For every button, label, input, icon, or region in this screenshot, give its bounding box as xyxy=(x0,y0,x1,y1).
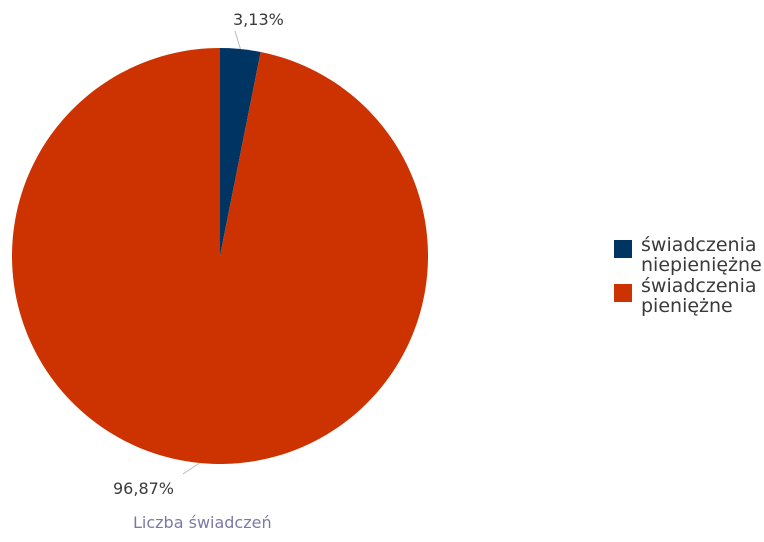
leader-lines xyxy=(182,30,241,475)
legend-label-niepieniezne-line2: niepieniężne xyxy=(641,254,762,276)
legend-swatch-pieniezne xyxy=(614,284,632,302)
leader-line-niepieniezne xyxy=(234,30,241,50)
legend: świadczenia niepieniężne świadczenia pie… xyxy=(614,234,762,317)
legend-label-pieniezne-line1: świadczenia xyxy=(641,275,757,297)
x-axis-label: Liczba świadczeń xyxy=(133,513,272,532)
legend-label-pieniezne-line2: pieniężne xyxy=(641,295,733,317)
legend-item-niepieniezne[interactable]: świadczenia niepieniężne xyxy=(614,234,762,276)
leader-line-pieniezne xyxy=(182,462,200,475)
legend-item-pieniezne[interactable]: świadczenia pieniężne xyxy=(614,275,757,317)
pie-slice-pieniezne[interactable] xyxy=(12,48,429,464)
pie-slice-niepieniezne[interactable] xyxy=(220,48,261,256)
legend-swatch-niepieniezne xyxy=(614,240,632,258)
legend-label-niepieniezne-line1: świadczenia xyxy=(641,234,757,256)
pie-slices xyxy=(12,48,429,464)
data-label-pieniezne: 96,87% xyxy=(113,479,174,498)
data-label-niepieniezne: 3,13% xyxy=(233,10,284,29)
